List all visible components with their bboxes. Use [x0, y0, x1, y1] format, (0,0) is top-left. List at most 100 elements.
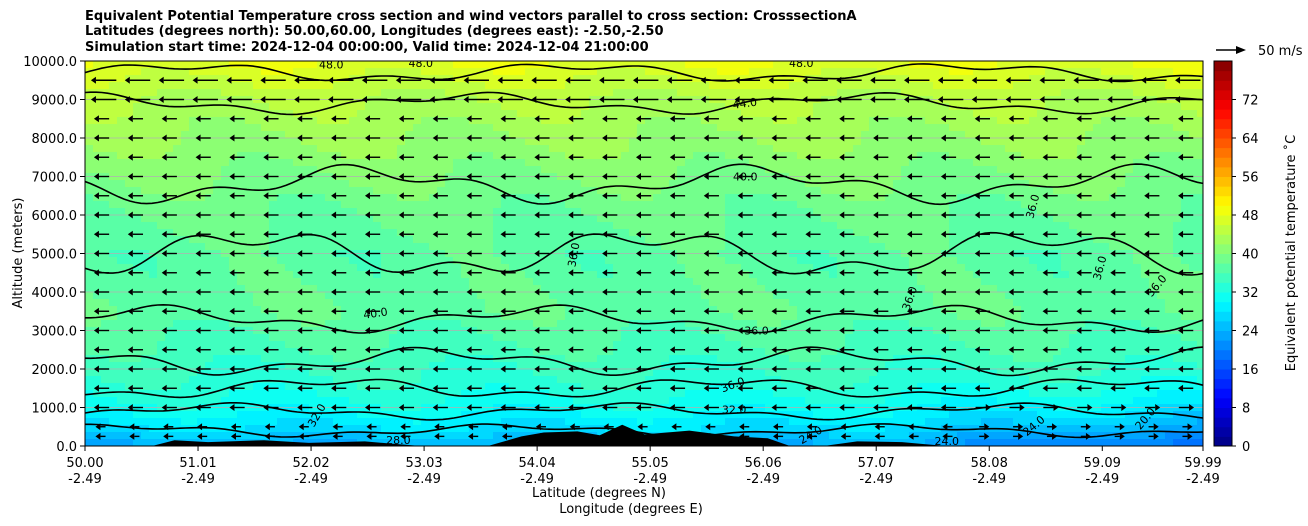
field-cell [157, 229, 166, 237]
field-cell [709, 264, 718, 272]
field-cell [133, 397, 142, 405]
field-cell [125, 397, 134, 405]
field-cell [285, 124, 294, 132]
field-cell [453, 75, 462, 83]
field-cell [717, 320, 726, 328]
field-cell [797, 292, 806, 300]
field-cell [85, 348, 94, 356]
field-cell [493, 369, 502, 377]
field-cell [365, 236, 374, 244]
field-cell [125, 376, 134, 384]
field-cell [261, 159, 270, 167]
field-cell [461, 194, 470, 202]
field-cell [365, 208, 374, 216]
field-cell [557, 334, 566, 342]
field-cell [549, 264, 558, 272]
field-cell [397, 278, 406, 286]
field-cell [125, 159, 134, 167]
field-cell [533, 208, 542, 216]
field-cell [461, 152, 470, 160]
field-cell [549, 348, 558, 356]
field-cell [181, 222, 190, 230]
field-cell [685, 61, 694, 69]
field-cell [493, 82, 502, 90]
field-cell [485, 194, 494, 202]
field-cell [461, 278, 470, 286]
field-cell [725, 271, 734, 279]
field-cell [501, 390, 510, 398]
field-cell [445, 180, 454, 188]
field-cell [333, 159, 342, 167]
field-cell [117, 320, 126, 328]
field-cell [293, 411, 302, 419]
field-cell [213, 82, 222, 90]
field-cell [133, 439, 142, 446]
field-cell [365, 390, 374, 398]
field-cell [357, 355, 366, 363]
field-cell [341, 390, 350, 398]
field-cell [685, 257, 694, 265]
field-cell [421, 341, 430, 349]
field-cell [429, 201, 438, 209]
field-cell [429, 208, 438, 216]
field-cell [205, 159, 214, 167]
field-cell [573, 236, 582, 244]
field-cell [285, 166, 294, 174]
field-cell [597, 313, 606, 321]
field-cell [741, 117, 750, 125]
field-cell [133, 306, 142, 314]
field-cell [541, 145, 550, 153]
field-cell [109, 103, 118, 111]
field-cell [173, 285, 182, 293]
field-cell [181, 355, 190, 363]
field-cell [149, 278, 158, 286]
field-cell [437, 236, 446, 244]
field-cell [645, 397, 654, 405]
field-cell [797, 362, 806, 370]
field-cell [653, 131, 662, 139]
field-cell [549, 313, 558, 321]
field-cell [373, 390, 382, 398]
field-cell [741, 306, 750, 314]
field-cell [173, 82, 182, 90]
field-cell [333, 411, 342, 419]
field-cell [181, 187, 190, 195]
field-cell [141, 285, 150, 293]
field-cell [381, 320, 390, 328]
field-cell [221, 271, 230, 279]
field-cell [133, 376, 142, 384]
field-cell [645, 425, 654, 433]
field-cell [797, 341, 806, 349]
field-cell [429, 124, 438, 132]
field-cell [629, 117, 638, 125]
field-cell [373, 278, 382, 286]
field-cell [717, 75, 726, 83]
field-cell [805, 369, 814, 377]
field-cell [117, 236, 126, 244]
field-cell [613, 390, 622, 398]
field-cell [757, 138, 766, 146]
field-cell [245, 334, 254, 342]
field-cell [309, 68, 318, 76]
field-cell [365, 82, 374, 90]
field-cell [509, 257, 518, 265]
field-cell [685, 159, 694, 167]
field-cell [485, 215, 494, 223]
field-cell [685, 411, 694, 419]
field-cell [413, 103, 422, 111]
field-cell [685, 362, 694, 370]
field-cell [629, 320, 638, 328]
field-cell [429, 313, 438, 321]
field-cell [781, 439, 790, 446]
field-cell [381, 124, 390, 132]
field-cell [213, 208, 222, 216]
field-cell [421, 152, 430, 160]
field-cell [205, 313, 214, 321]
field-cell [541, 341, 550, 349]
field-cell [253, 180, 262, 188]
field-cell [317, 418, 326, 426]
field-cell [309, 278, 318, 286]
field-cell [101, 145, 110, 153]
field-cell [789, 390, 798, 398]
field-cell [637, 215, 646, 223]
